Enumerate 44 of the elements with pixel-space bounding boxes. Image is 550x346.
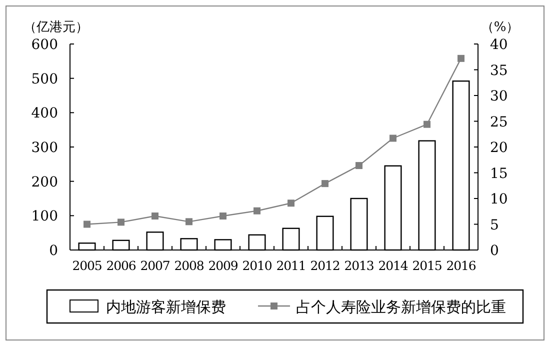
y-tick-label: 600 <box>31 37 58 53</box>
point <box>186 218 192 226</box>
point <box>288 200 294 207</box>
x-tick-label: 2011 <box>276 258 306 273</box>
x-tick-label: 2008 <box>174 258 204 273</box>
x-tick-label: 2015 <box>412 258 442 273</box>
y-tick-label: 400 <box>31 106 58 122</box>
y-tick-label: 500 <box>31 71 58 88</box>
point <box>424 120 430 128</box>
x-tick-label: 2005 <box>72 258 102 273</box>
x-tick-label: 2012 <box>310 258 340 273</box>
x-tick-label: 2016 <box>446 258 476 273</box>
point <box>390 134 396 142</box>
y2-tick-label: 5 <box>490 217 499 234</box>
point <box>322 180 328 188</box>
point <box>254 207 260 214</box>
x-tick-label: 2006 <box>106 258 136 273</box>
y2-tick-label: 40 <box>490 37 508 53</box>
y2-tick-label: 15 <box>490 166 508 182</box>
y2-tick-label: 30 <box>490 88 508 104</box>
y2-tick-label: 10 <box>490 192 508 208</box>
point <box>356 162 362 170</box>
legend-label: 内地游客新增保费 <box>106 299 226 316</box>
y-axis-title: （亿港元） <box>24 20 88 35</box>
y2-tick-label: 0 <box>490 243 499 259</box>
y-tick-label: 100 <box>31 208 58 225</box>
y2-tick-label: 20 <box>490 140 508 156</box>
y2-tick-label: 35 <box>490 62 508 79</box>
x-tick-label: 2009 <box>208 258 238 273</box>
point <box>84 220 90 228</box>
point <box>458 54 464 62</box>
point <box>152 212 158 220</box>
x-tick-label: 2007 <box>140 258 170 273</box>
y2-tick-label: 25 <box>490 114 508 130</box>
point <box>220 212 226 220</box>
x-tick-label: 2010 <box>242 258 272 273</box>
x-tick-label: 2013 <box>344 258 374 273</box>
y-tick-label: 300 <box>31 140 58 156</box>
y2-axis-title: （%） <box>480 20 520 35</box>
point <box>118 218 124 226</box>
y-tick-label: 200 <box>31 174 58 190</box>
legend-label: 占个人寿险业务新增保费的比重 <box>296 299 506 316</box>
y-tick-label: 0 <box>49 243 58 259</box>
x-tick-label: 2014 <box>378 258 408 273</box>
